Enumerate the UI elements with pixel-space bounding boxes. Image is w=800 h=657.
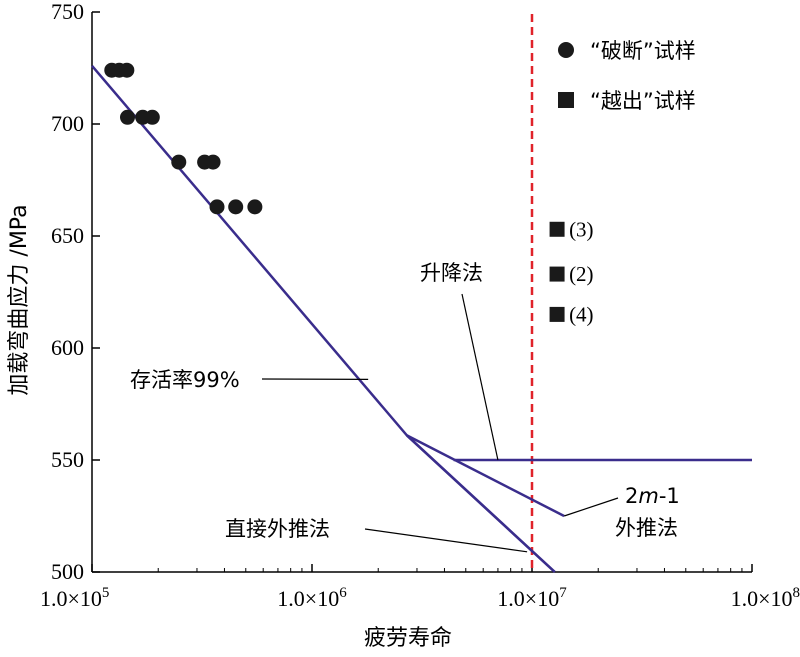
circle-point [247,199,263,215]
fit-line-1 [91,64,556,573]
legend: “破断”试样 “越出”试样 [558,39,696,113]
y-tick-label: 500 [51,559,84,584]
circle-point [205,154,221,170]
square-point [549,306,565,322]
fit-line-4 [406,434,556,573]
x-tick-label: 1.0×107 [497,585,567,611]
axis-labels: 疲劳寿命 加载弯曲应力 /MPa [7,204,452,651]
legend-square-marker [558,92,574,108]
y-tick-label: 550 [51,447,84,472]
x-axis-title: 疲劳寿命 [364,626,452,651]
square-point-label: (4) [569,302,594,326]
circle-point [120,109,136,125]
square-point [549,221,565,237]
annotation-leader [461,293,499,461]
circle-point [228,199,244,215]
circle-point [171,154,187,170]
annotation-label: 2m-1 [625,484,680,508]
square-point [549,266,565,282]
y-axis-title: 加载弯曲应力 /MPa [7,204,32,395]
annotation-sublabel: 外推法 [615,516,678,540]
annotation-label: 升降法 [420,261,483,285]
fit-lines [91,14,752,573]
annotation-label: 直接外推法 [225,517,330,541]
legend-label: “越出”试样 [590,89,696,113]
square-point-label: (2) [569,262,594,286]
fit-line-3 [406,434,565,518]
y-tick-label: 650 [51,223,84,248]
square-point-label: (3) [569,217,594,241]
y-tick-label: 700 [51,111,84,136]
x-tick-label: 1.0×106 [277,585,347,611]
axes [91,12,752,573]
y-tick-label: 600 [51,335,84,360]
annotation-leader [563,497,619,517]
circle-point [209,199,225,215]
legend-label: “破断”试样 [590,39,696,63]
annotation-leader [364,528,528,553]
x-tick-label: 1.0×108 [731,585,800,611]
circle-point [119,62,135,78]
x-tick-label: 1.0×105 [40,585,109,611]
ticks: 500 550 600 650 700 750 1.0×105 1.0×106 1.0×107 1… [40,0,800,611]
circle-point [144,109,160,125]
legend-circle-marker [558,42,574,58]
y-tick-label: 750 [51,0,84,24]
data-points: (3) (2) (4) [104,62,594,326]
annotation-label: 存活率99% [130,368,240,392]
